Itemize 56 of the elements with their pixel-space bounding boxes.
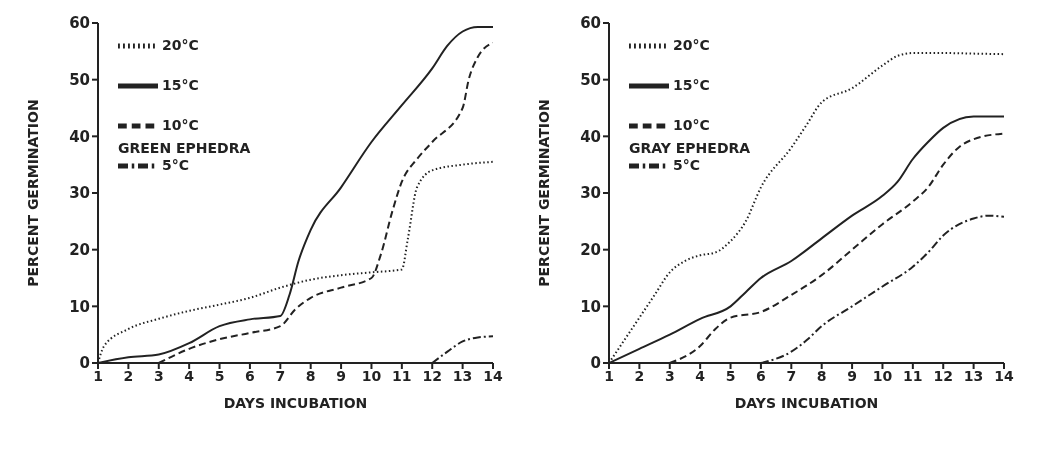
y-tick-label: 0 <box>79 354 90 373</box>
y-tick-label: 10 <box>69 297 90 316</box>
x-tick-label: 8 <box>305 367 316 384</box>
y-tick-label: 50 <box>69 70 90 89</box>
x-tick-label: 1 <box>604 367 614 384</box>
legend-label: 5°C <box>162 156 190 173</box>
x-tick-label: 6 <box>245 367 255 384</box>
x-tick-label: 9 <box>336 367 346 384</box>
legend-label: 20°C <box>162 36 199 53</box>
x-tick-label: 8 <box>816 367 827 384</box>
legend-label: 20°C <box>673 36 710 53</box>
x-tick-label: 13 <box>452 367 473 384</box>
legend-label: 10°C <box>673 116 710 133</box>
x-tick-label: 12 <box>933 367 953 384</box>
x-tick-label: 7 <box>275 367 286 384</box>
x-tick-label: 4 <box>184 367 195 384</box>
y-tick-label: 0 <box>590 354 601 373</box>
y-tick-label: 30 <box>580 184 601 203</box>
x-axis-title: DAYS INCUBATION <box>223 395 368 411</box>
x-tick-label: 14 <box>994 367 1014 384</box>
y-tick-label: 20 <box>580 240 601 259</box>
annotation: GREEN EPHEDRA <box>118 140 251 156</box>
x-tick-label: 2 <box>123 367 134 384</box>
y-tick-label: 10 <box>580 297 601 316</box>
x-tick-label: 2 <box>634 367 645 384</box>
x-tick-label: 5 <box>214 367 225 384</box>
legend-label: 15°C <box>162 76 199 93</box>
y-tick-label: 20 <box>69 240 90 259</box>
y-tick-label: 30 <box>69 184 90 203</box>
x-tick-label: 3 <box>664 367 675 384</box>
x-tick-label: 11 <box>392 367 412 384</box>
x-tick-label: 9 <box>847 367 857 384</box>
x-axis-title: DAYS INCUBATION <box>734 395 879 411</box>
x-tick-label: 10 <box>361 367 382 384</box>
x-tick-label: 6 <box>756 367 766 384</box>
y-tick-label: 40 <box>69 127 90 146</box>
x-tick-label: 3 <box>153 367 164 384</box>
legend-label: 15°C <box>673 76 710 93</box>
legend-label: 10°C <box>162 116 199 133</box>
x-tick-label: 14 <box>483 367 503 384</box>
annotation: GRAY EPHEDRA <box>629 140 751 156</box>
y-tick-label: 60 <box>69 14 90 33</box>
y-axis-title: PERCENT GERMINATION <box>24 99 41 287</box>
y-tick-label: 50 <box>580 70 601 89</box>
y-axis-title: PERCENT GERMINATION <box>535 99 552 287</box>
x-tick-label: 10 <box>872 367 893 384</box>
x-tick-label: 13 <box>963 367 984 384</box>
y-tick-label: 40 <box>580 127 601 146</box>
legend-label: 5°C <box>673 156 701 173</box>
x-tick-label: 11 <box>903 367 923 384</box>
x-tick-label: 4 <box>695 367 706 384</box>
x-tick-label: 12 <box>422 367 442 384</box>
x-tick-label: 5 <box>725 367 736 384</box>
x-tick-label: 1 <box>93 367 103 384</box>
y-tick-label: 60 <box>580 14 601 33</box>
x-tick-label: 7 <box>786 367 797 384</box>
